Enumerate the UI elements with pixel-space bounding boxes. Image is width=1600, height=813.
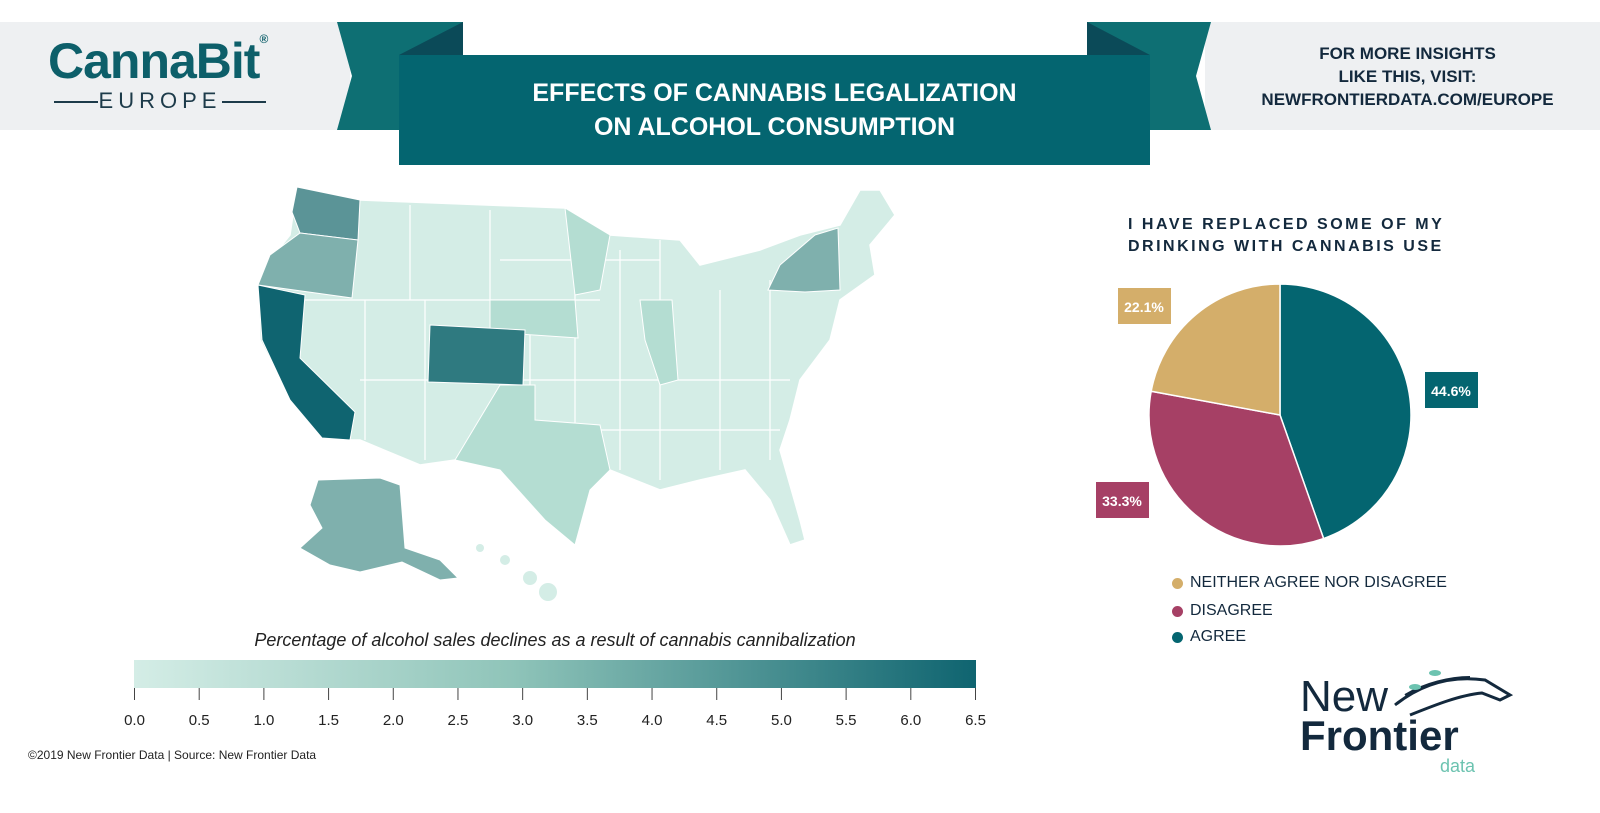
state-oregon [257,232,359,299]
legend-item-agree: AGREE [1172,628,1246,646]
color-scale [134,660,976,700]
header-band-left [0,22,350,130]
pie-data-label: 33.3% [1096,482,1149,518]
scale-tick-label: 5.5 [835,712,857,729]
scale-tick-label: 2.5 [447,712,469,729]
pie-data-label: 44.6% [1425,372,1478,408]
state-illinois [639,299,679,386]
scale-tick-label: 6.5 [965,712,986,729]
state-new-york [767,227,841,293]
state-nebraska [489,299,579,339]
scale-tick-label: 4.0 [641,712,663,729]
pie-slice-disagree [1148,390,1325,547]
pie-title: I HAVE REPLACED SOME OF MY DRINKING WITH … [1128,216,1445,255]
insights-link[interactable]: FOR MORE INSIGHTS LIKE THIS, VISIT: NEWFRO… [1261,44,1554,109]
scale-tick-label: 5.0 [770,712,792,729]
scale-tick-label: 1.0 [253,712,275,729]
brand-data: data [1440,756,1476,776]
scale-tick-label: 6.0 [900,712,922,729]
legend-dot [1172,605,1183,617]
brand-new: New [1300,672,1389,721]
scale-tick-label: 0.5 [188,712,210,729]
color-scale-bar [134,660,976,688]
pie-data-label: 22.1% [1118,288,1171,324]
page-title: EFFECTS OF CANNABIS LEGALIZATION ON ALCOH… [399,55,1150,165]
state-hawaii [476,544,557,601]
scale-tick-label: 0.0 [124,712,145,729]
horse-logo-icon [1394,670,1514,717]
header-band-right [1205,22,1600,130]
brand-frontier: Frontier [1300,712,1459,759]
pie-chart: 44.6% 33.3% 22.1% [1096,283,1478,547]
state-california [257,284,356,441]
scale-tick-label: 3.5 [576,712,598,729]
legend-item-neither: NEITHER AGREE NOR DISAGREE [1172,574,1447,592]
us-map [257,186,896,601]
scale-tick-label: 4.5 [706,712,728,729]
cannabit-logo: CannaBit® [48,32,268,89]
pie-slice-neither-agree-nor-disagree [1150,283,1281,416]
footer-source: ©2019 New Frontier Data | Source: New Fr… [28,748,317,762]
legend-dot [1172,577,1183,589]
state-washington [291,186,361,241]
scale-tick-label: 2.0 [382,712,404,729]
legend-item-disagree: DISAGREE [1172,602,1273,620]
logo-subtitle: EUROPE [52,88,268,114]
state-colorado [427,324,526,386]
svg-text:22.1%: 22.1% [1124,299,1164,315]
scale-tick-label: 1.5 [318,712,339,729]
map-scale-caption: Percentage of alcohol sales declines as … [254,630,856,650]
scale-tick-label: 3.0 [512,712,534,729]
state-texas [454,384,611,546]
legend-dot [1172,631,1183,643]
state-minnesota [564,207,611,296]
pie-slice-agree [1279,283,1412,540]
svg-text:33.3%: 33.3% [1102,493,1142,509]
svg-text:44.6%: 44.6% [1431,383,1471,399]
state-alaska [299,477,460,581]
